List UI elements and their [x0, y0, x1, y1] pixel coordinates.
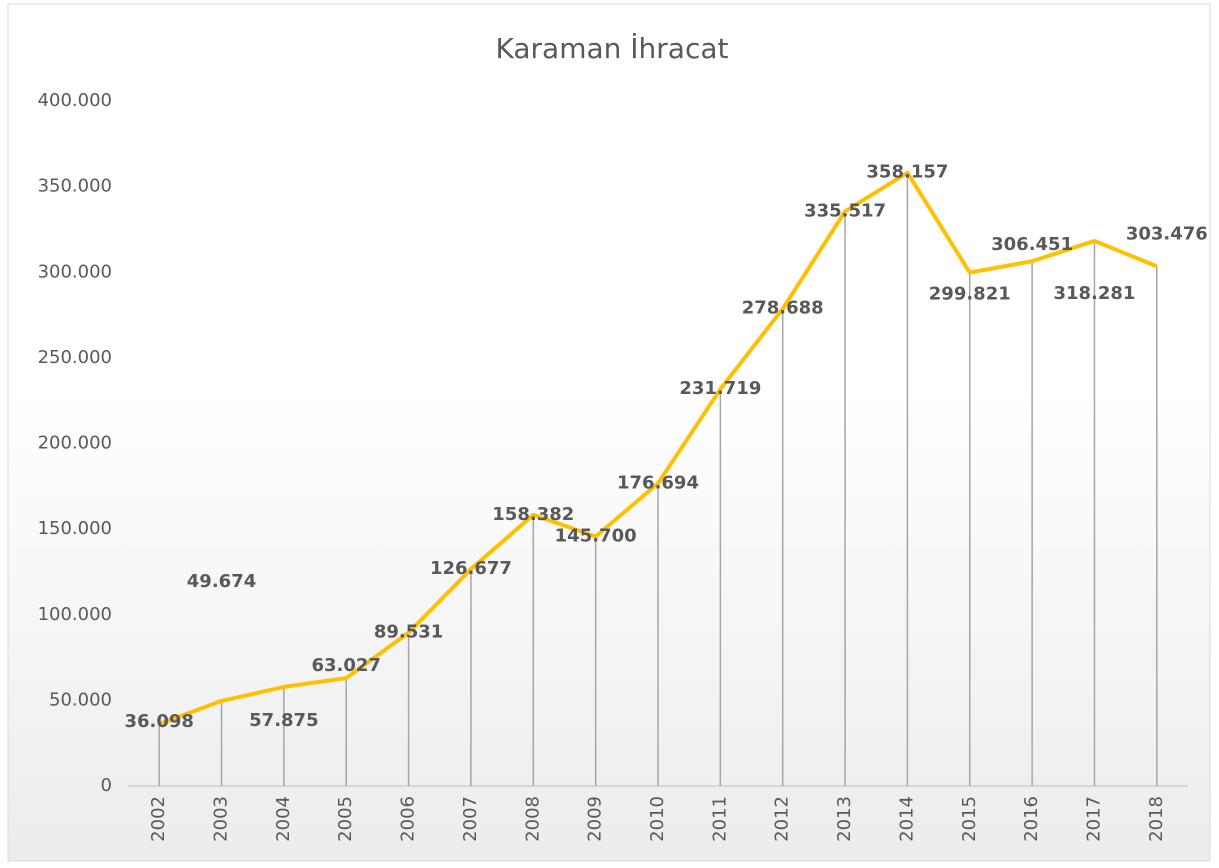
data-label: 158.382	[492, 504, 574, 525]
x-tick-label: 2011	[709, 796, 730, 842]
x-tick-label: 2002	[148, 796, 169, 842]
y-tick-label: 50.000	[49, 689, 112, 710]
chart-title: Karaman İhracat	[496, 32, 729, 65]
y-tick-label: 150.000	[38, 518, 112, 539]
data-label: 318.281	[1053, 283, 1135, 304]
data-label: 358.157	[866, 162, 948, 183]
y-tick-label: 100.000	[38, 604, 112, 625]
data-label: 63.027	[312, 655, 381, 676]
data-label: 145.700	[555, 525, 637, 546]
x-tick-label: 2010	[647, 796, 668, 842]
data-label: 303.476	[1126, 223, 1208, 244]
y-tick-label: 250.000	[38, 347, 112, 368]
y-tick-label: 400.000	[38, 90, 112, 111]
x-tick-label: 2003	[211, 796, 232, 842]
y-tick-label: 0	[101, 775, 112, 796]
y-tick-label: 300.000	[38, 261, 112, 282]
data-label: 126.677	[430, 558, 512, 579]
x-tick-label: 2018	[1146, 796, 1167, 842]
x-tick-label: 2007	[460, 796, 481, 842]
data-label: 335.517	[804, 200, 886, 221]
data-label: 36.098	[124, 711, 193, 732]
x-tick-label: 2006	[398, 796, 419, 842]
x-tick-label: 2012	[772, 796, 793, 842]
y-tick-label: 200.000	[38, 433, 112, 454]
data-label: 57.875	[249, 710, 318, 731]
chart-area	[7, 3, 1211, 862]
x-tick-label: 2014	[896, 796, 917, 842]
x-tick-label: 2015	[959, 796, 980, 842]
data-label: 231.719	[679, 378, 761, 399]
x-tick-label: 2004	[273, 796, 294, 842]
data-label: 299.821	[929, 284, 1011, 305]
x-tick-label: 2016	[1021, 796, 1042, 842]
x-tick-label: 2008	[522, 796, 543, 842]
x-tick-label: 2005	[335, 796, 356, 842]
data-label: 176.694	[617, 472, 699, 493]
y-tick-label: 350.000	[38, 176, 112, 197]
data-label: 306.451	[991, 234, 1073, 255]
line-series	[158, 170, 1158, 727]
data-label: 89.531	[374, 622, 443, 643]
x-tick-label: 2017	[1083, 796, 1104, 842]
x-tick-label: 2013	[834, 796, 855, 842]
x-tick-label: 2009	[585, 796, 606, 842]
data-label: 278.688	[742, 298, 824, 319]
data-label: 49.674	[187, 571, 256, 592]
